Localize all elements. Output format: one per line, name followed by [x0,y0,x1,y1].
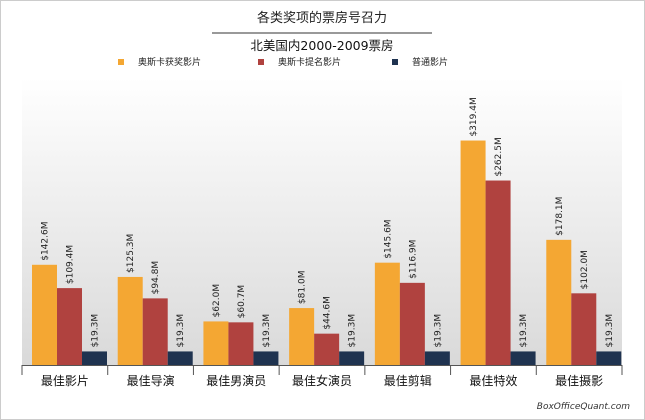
bar-nominee [57,288,82,365]
value-label-regular: $19.3M [433,314,443,348]
bar-nominee [571,293,597,365]
chart-title: 各类奖项的票房号召力 [257,10,387,26]
bar-regular [167,351,193,365]
value-label-regular: $19.3M [348,314,358,348]
bar-nominee [142,298,168,365]
bar-nominee [314,333,340,365]
legend-swatch-winners [118,59,124,65]
value-label-nominee: $60.7M [237,285,247,319]
value-label-regular: $19.3M [176,314,186,348]
bar-winner [460,140,486,365]
value-label-nominee: $94.8M [151,261,161,295]
value-label-regular: $19.3M [262,314,272,348]
bar-winner [546,239,572,365]
legend-label-regular: 普通影片 [412,56,448,68]
bars-group [32,140,622,365]
value-label-regular: $19.3M [91,314,101,348]
value-label-winner: $125.3M [126,234,136,273]
legend: 奥斯卡获奖影片 奥斯卡提名影片 普通影片 [118,56,448,68]
value-label-winner: $62.0M [212,284,222,318]
bar-nominee [228,322,254,365]
bar-winner [117,276,143,365]
legend-swatch-nominees [258,59,264,65]
bar-regular [339,351,365,365]
bar-winner [374,262,400,365]
category-label: 最佳导演 [127,373,175,388]
bar-winner [32,264,57,365]
value-label-nominee: $102.0M [580,250,590,289]
category-label: 最佳男演员 [206,373,266,388]
value-label-nominee: $116.9M [408,240,418,279]
value-label-winner: $81.0M [298,271,308,305]
legend-label-nominees: 奥斯卡提名影片 [278,56,341,68]
value-labels-group: $142.6M $109.4M $19.3M $125.3M $94.8M $19.3M $… [41,97,615,347]
bar-regular [424,351,450,365]
bar-nominee [485,180,511,365]
value-label-winner: $319.4M [469,97,479,136]
value-label-regular: $19.3M [519,314,529,348]
value-label-winner: $145.6M [383,219,393,258]
category-label: 最佳特效 [469,373,517,388]
x-axis-category-labels: 最佳影片 最佳导演 最佳男演员 最佳女演员 最佳剪辑 最佳特效 最佳摄影 [41,373,603,388]
bar-regular [253,351,279,365]
category-label: 最佳摄影 [555,373,603,388]
category-label: 最佳影片 [41,374,89,388]
x-axis-ticks [21,365,623,375]
value-label-regular: $19.3M [605,314,615,348]
bar-regular [510,351,536,365]
bar-nominee [399,282,425,365]
category-label: 最佳剪辑 [384,373,432,388]
credit-text: BoxOfficeQuant.com [537,402,630,412]
bar-regular [82,351,107,365]
value-label-nominee: $44.6M [323,296,333,330]
value-label-nominee: $109.4M [66,245,76,284]
category-label: 最佳女演员 [292,373,352,388]
legend-swatch-regular [392,59,398,65]
bar-winner [289,308,315,365]
bar-regular [596,351,622,365]
value-label-winner: $142.6M [41,222,51,261]
legend-label-winners: 奥斯卡获奖影片 [138,56,201,68]
bar-winner [203,321,229,365]
chart-subtitle: 北美国内2000-2009票房 [250,38,393,53]
value-label-winner: $178.1M [555,197,565,236]
value-label-nominee: $262.5M [494,137,504,176]
